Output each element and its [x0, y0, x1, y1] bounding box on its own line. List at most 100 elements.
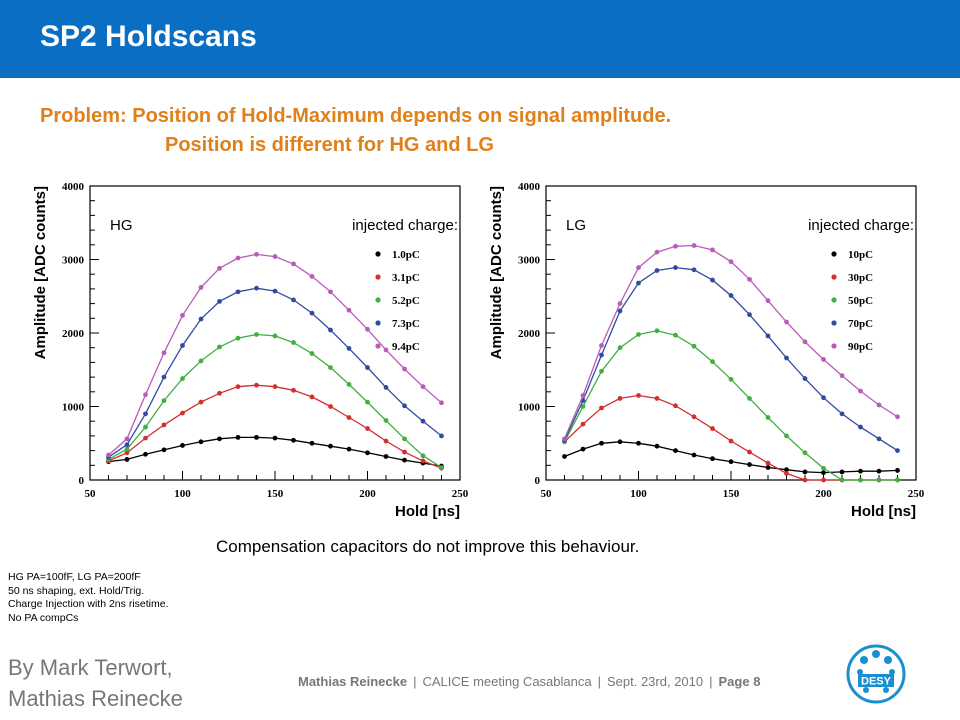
- data-point: [728, 376, 734, 382]
- data-point: [291, 437, 296, 443]
- series-3.1pC: [106, 382, 444, 471]
- legend-marker: [831, 251, 837, 257]
- data-point: [895, 414, 900, 420]
- legend-marker: [831, 274, 837, 280]
- data-point: [654, 328, 660, 334]
- data-point: [235, 384, 241, 390]
- data-point: [636, 332, 641, 337]
- y-tick-label: 4000: [62, 181, 85, 193]
- legend-label: 7.3pC: [392, 318, 420, 330]
- data-point: [654, 443, 660, 449]
- data-point: [580, 421, 586, 427]
- legend-label: 50pC: [848, 295, 873, 307]
- data-point: [599, 368, 604, 374]
- hg-holdscan-chart: 50 100 150 200 250 0 1000 2000 3000 4000 Hold [ns]…: [28, 178, 474, 524]
- legend-marker: [831, 297, 837, 303]
- data-point: [691, 343, 697, 349]
- y-tick-label: 4000: [518, 181, 541, 193]
- panel-label: LG: [566, 217, 586, 234]
- data-point: [161, 422, 167, 428]
- data-point: [272, 435, 278, 441]
- data-point: [365, 399, 370, 405]
- data-point: [235, 335, 241, 341]
- data-point: [580, 446, 586, 452]
- data-point: [365, 450, 370, 456]
- logo-text: DESY: [861, 676, 892, 688]
- note-line: Charge Injection with 2ns risetime.: [8, 598, 169, 610]
- legend-label: 90pC: [848, 341, 873, 353]
- series-70pC: [562, 265, 900, 453]
- legend-label: 1.0pC: [392, 249, 420, 261]
- data-point: [636, 393, 641, 398]
- data-point: [161, 398, 167, 404]
- lg-holdscan-chart: 50 100 150 200 250 0 1000 2000 3000 4000 Hold [ns]…: [484, 178, 930, 524]
- data-point: [272, 384, 278, 390]
- data-point: [383, 454, 389, 459]
- plot-frame: [89, 185, 461, 481]
- x-tick-label: 250: [908, 488, 925, 500]
- data-point: [124, 436, 130, 442]
- data-point: [291, 387, 296, 393]
- note-line: HG PA=100fF, LG PA=200fF: [8, 571, 141, 583]
- data-point: [365, 365, 370, 370]
- data-point: [710, 247, 715, 253]
- legend-marker: [375, 343, 381, 349]
- legend-title: injected charge:: [352, 217, 458, 234]
- data-point: [439, 433, 444, 439]
- data-point: [747, 276, 752, 282]
- data-point: [728, 438, 734, 444]
- data-point: [617, 308, 623, 314]
- legend-marker: [375, 274, 381, 280]
- legend-marker: [831, 343, 837, 349]
- data-point: [728, 459, 734, 465]
- data-point: [143, 411, 148, 417]
- data-point: [784, 355, 789, 361]
- data-point: [765, 298, 771, 304]
- x-tick-label: 100: [630, 488, 647, 500]
- measurement-notes: HG PA=100fF, LG PA=200fF 50 ns shaping, …: [8, 571, 169, 625]
- data-point: [402, 436, 407, 442]
- data-point: [673, 332, 678, 338]
- data-point: [180, 343, 185, 348]
- data-point: [858, 477, 863, 483]
- data-point: [562, 436, 567, 442]
- data-point: [309, 310, 315, 316]
- data-point: [328, 289, 333, 295]
- data-point: [254, 251, 259, 257]
- data-point: [309, 440, 315, 446]
- author-line-2: Mathias Reinecke: [8, 686, 183, 711]
- data-point: [580, 393, 586, 398]
- data-point: [821, 395, 826, 401]
- data-point: [765, 465, 771, 470]
- data-point: [420, 418, 426, 424]
- x-axis-label: Hold [ns]: [395, 503, 460, 520]
- y-tick-label: 2000: [62, 328, 85, 340]
- data-point: [839, 477, 845, 483]
- legend-label: 5.2pC: [392, 295, 420, 307]
- data-point: [802, 469, 808, 475]
- legend-marker: [375, 320, 381, 326]
- data-point: [802, 339, 808, 345]
- data-point: [747, 462, 752, 467]
- data-point: [217, 390, 222, 396]
- data-point: [876, 477, 882, 483]
- data-point: [328, 327, 333, 333]
- data-point: [272, 288, 278, 294]
- data-point: [599, 343, 604, 348]
- data-point: [143, 435, 148, 441]
- data-point: [217, 265, 222, 271]
- legend-marker: [375, 297, 381, 303]
- data-point: [254, 332, 259, 337]
- data-point: [161, 350, 167, 356]
- data-point: [217, 436, 222, 442]
- data-point: [402, 457, 407, 463]
- data-point: [654, 396, 660, 401]
- y-tick-label: 1000: [62, 402, 85, 414]
- data-point: [691, 243, 697, 248]
- data-point: [821, 357, 826, 362]
- data-point: [728, 293, 734, 298]
- data-point: [784, 433, 789, 439]
- problem-line-2: Position is different for HG and LG: [165, 134, 494, 156]
- legend-label: 3.1pC: [392, 272, 420, 284]
- data-point: [636, 265, 641, 270]
